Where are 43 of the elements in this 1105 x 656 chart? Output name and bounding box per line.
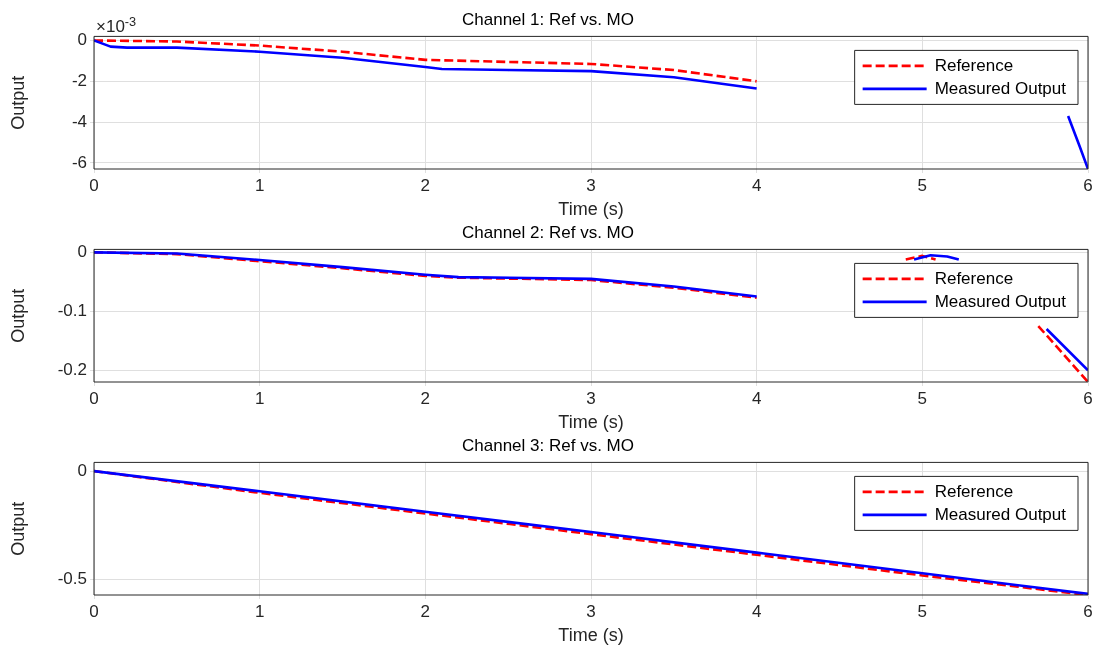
legend-label: Reference xyxy=(934,268,1014,288)
legend-label: Measured Output xyxy=(934,504,1067,524)
x-tick-label: 2 xyxy=(420,601,431,621)
x-tick-label: 4 xyxy=(751,175,762,195)
x-axis-title: Time (s) xyxy=(558,199,624,220)
legend-label: Reference xyxy=(934,481,1014,501)
y-tick-label: 0 xyxy=(77,242,87,262)
x-axis-title: Time (s) xyxy=(558,412,624,433)
x-tick-label: 1 xyxy=(254,388,265,408)
x-tick-label: 4 xyxy=(751,388,762,408)
x-tick-label: 6 xyxy=(1083,601,1093,621)
x-tick-label: 6 xyxy=(1083,388,1093,408)
y-tick-label: -4 xyxy=(71,111,87,131)
chart-title: Channel 2: Ref vs. MO xyxy=(462,222,634,242)
x-axis-title: Time (s) xyxy=(558,625,624,646)
x-tick-label: 5 xyxy=(917,175,928,195)
y-tick-label: -0.2 xyxy=(57,359,87,379)
y-axis-title: Output xyxy=(7,501,28,556)
y-axis-title: Output xyxy=(7,75,28,130)
y-tick-label: 0 xyxy=(77,30,87,50)
legend-label: Measured Output xyxy=(934,78,1067,98)
x-tick-label: 3 xyxy=(586,175,596,195)
legend-label: Measured Output xyxy=(934,291,1067,311)
y-tick-label: -0.5 xyxy=(57,569,87,589)
x-tick-label: 2 xyxy=(420,175,431,195)
chart-title: Channel 1: Ref vs. MO xyxy=(462,9,634,29)
y-tick-label: -6 xyxy=(71,152,87,172)
x-tick-label: 1 xyxy=(254,175,265,195)
y-tick-label: 0 xyxy=(77,460,87,480)
x-tick-label: 4 xyxy=(751,601,762,621)
y-tick-label: -0.1 xyxy=(57,300,87,320)
x-tick-label: 1 xyxy=(254,601,265,621)
x-tick-label: 3 xyxy=(586,388,596,408)
x-tick-label: 6 xyxy=(1083,175,1093,195)
legend-label: Reference xyxy=(934,55,1014,75)
y-tick-label: -2 xyxy=(71,70,87,90)
x-tick-label: 2 xyxy=(420,388,431,408)
y-axis-title: Output xyxy=(7,288,28,343)
x-tick-label: 5 xyxy=(917,601,928,621)
chart-title: Channel 3: Ref vs. MO xyxy=(462,435,634,455)
x-tick-label: 5 xyxy=(917,388,928,408)
x-tick-label: 3 xyxy=(586,601,596,621)
line-series xyxy=(94,39,758,83)
